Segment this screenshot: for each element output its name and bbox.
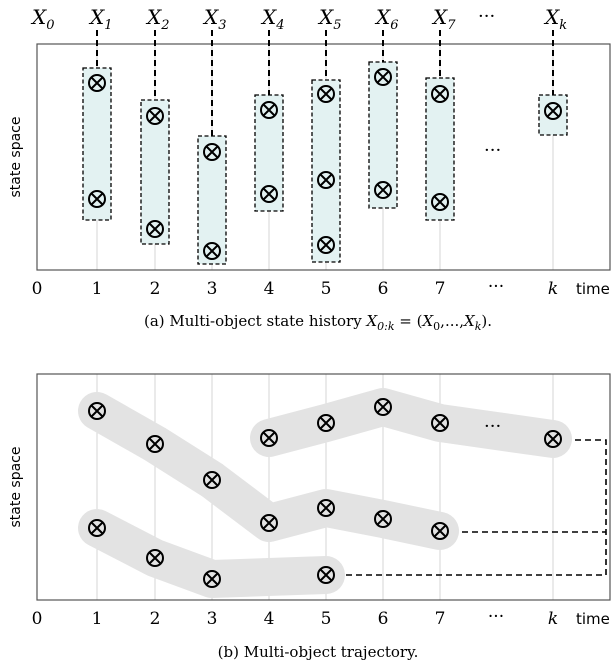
tick-label: 3 <box>207 279 218 299</box>
tick-label: 7 <box>435 609 446 629</box>
circled-times-icon <box>374 68 392 86</box>
circled-times-icon <box>374 398 392 416</box>
top-label-0: X0 <box>30 5 55 33</box>
tick-label: 6 <box>378 609 389 629</box>
tick-label: 6 <box>378 279 389 299</box>
panel-b-xlabel: time <box>576 610 610 628</box>
circled-times-icon <box>203 242 221 260</box>
panel-a-xlabel: time <box>576 280 610 298</box>
tick-label: 2 <box>150 279 161 299</box>
panel-b-ticks: 0 1 2 3 4 5 6 7 ··· k <box>32 607 559 629</box>
circled-times-icon <box>317 236 335 254</box>
tick-label: 0 <box>32 279 43 299</box>
panel-a-state-boxes <box>82 61 568 265</box>
state-box-7 <box>425 77 455 221</box>
tick-label: 1 <box>92 609 103 629</box>
state-box-1 <box>82 67 112 221</box>
state-box-4 <box>254 94 284 212</box>
top-label-5: X5 <box>317 5 342 33</box>
top-labels: X0 X1 X2 X3 X4 X5 X6 X7 ··· Xk <box>30 5 567 33</box>
panel-a-body-ellipsis: ··· <box>484 140 501 161</box>
circled-times-icon <box>317 171 335 189</box>
panel-b: ··· state space 0 1 2 3 4 5 6 7 ··· k ti… <box>8 373 611 661</box>
circled-times-icon <box>260 101 278 119</box>
circled-times-icon <box>431 522 449 540</box>
top-label-ellipsis: ··· <box>478 6 495 27</box>
panel-b-frame <box>36 373 611 601</box>
tick-label: 0 <box>32 609 43 629</box>
circled-times-icon <box>146 107 164 125</box>
circled-times-icon <box>317 566 335 584</box>
state-box-2 <box>140 99 170 245</box>
circled-times-icon <box>431 193 449 211</box>
circled-times-icon <box>544 102 562 120</box>
circled-times-icon <box>317 85 335 103</box>
circled-times-icon <box>317 414 335 432</box>
circled-times-icon <box>203 143 221 161</box>
tick-label: 1 <box>92 279 103 299</box>
panel-a-caption: (a) Multi-object state history X0:k = (X… <box>144 312 492 333</box>
circled-times-icon <box>88 519 106 537</box>
state-box-6 <box>368 61 398 209</box>
tick-label: ··· <box>488 277 504 297</box>
panel-a-states <box>88 68 562 260</box>
circled-times-icon <box>88 74 106 92</box>
panel-a-frame <box>36 43 611 271</box>
panel-a-ylabel: state space <box>8 117 24 198</box>
panel-a-connectors <box>96 30 554 136</box>
tick-label: k <box>548 609 558 629</box>
circled-times-icon <box>317 499 335 517</box>
trajectory-track-2 <box>78 509 345 598</box>
circled-times-icon <box>374 181 392 199</box>
top-label-7: X7 <box>431 5 456 33</box>
tick-label: k <box>548 279 558 299</box>
panel-b-body-ellipsis: ··· <box>484 416 501 437</box>
panel-b-states <box>88 398 562 588</box>
circled-times-icon <box>88 190 106 208</box>
circled-times-icon <box>374 510 392 528</box>
tick-label: 3 <box>207 609 218 629</box>
top-label-6: X6 <box>374 5 399 33</box>
top-label-2: X2 <box>145 5 170 33</box>
circled-times-icon <box>203 570 221 588</box>
circled-times-icon <box>260 429 278 447</box>
top-label-4: X4 <box>260 5 285 33</box>
panel-b-links <box>345 439 607 576</box>
trajectory-track-3 <box>250 388 572 458</box>
panel-a: ··· state space 0 1 2 3 4 5 6 7 ··· k ti… <box>8 30 611 333</box>
tick-label: 2 <box>150 609 161 629</box>
circled-times-icon <box>431 414 449 432</box>
circled-times-icon <box>146 220 164 238</box>
tick-label: 4 <box>264 279 275 299</box>
circled-times-icon <box>203 471 221 489</box>
tick-label: 7 <box>435 279 446 299</box>
circled-times-icon <box>544 430 562 448</box>
state-box-3 <box>197 135 227 265</box>
circled-times-icon <box>260 514 278 532</box>
panel-a-ticks: 0 1 2 3 4 5 6 7 ··· k <box>32 277 559 299</box>
tick-label: 5 <box>321 609 332 629</box>
tick-label: ··· <box>488 607 504 627</box>
panel-b-caption: (b) Multi-object trajectory. <box>218 643 419 661</box>
tick-label: 4 <box>264 609 275 629</box>
state-box-k <box>538 94 568 136</box>
top-label-k: Xk <box>543 5 567 33</box>
circled-times-icon <box>146 549 164 567</box>
circled-times-icon <box>260 185 278 203</box>
top-label-3: X3 <box>202 5 227 33</box>
circled-times-icon <box>146 435 164 453</box>
top-label-1: X1 <box>88 5 113 33</box>
circled-times-icon <box>431 85 449 103</box>
tick-label: 5 <box>321 279 332 299</box>
panel-b-ylabel: state space <box>8 447 24 528</box>
circled-times-icon <box>88 402 106 420</box>
